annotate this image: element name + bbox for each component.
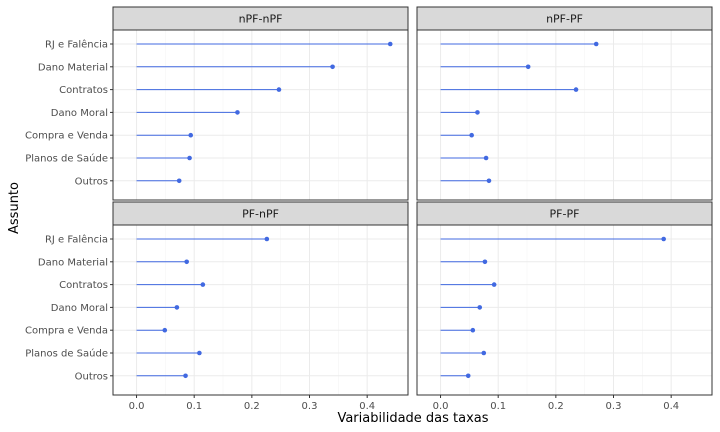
point-pf-pf [477,305,483,310]
strip-label-pf-npf: PF-nPF [242,208,279,221]
point-npf-npf [188,132,194,138]
x-tick-label: 0.4 [359,401,375,412]
strip-label-pf-pf: PF-PF [550,208,580,221]
point-npf-npf [176,178,182,184]
x-tick-label: 0.1 [490,401,506,412]
x-tick-label: 0.2 [244,401,260,412]
x-axis-title: Variabilidade das taxas [337,411,488,426]
point-pf-pf [482,259,488,265]
point-npf-pf [525,64,531,70]
point-npf-npf [276,87,282,92]
y-tick-label: Dano Material [38,257,108,268]
panel-bg-npf-npf [113,30,408,200]
point-pf-pf [491,282,497,287]
point-pf-npf [162,327,168,333]
y-tick-label: Compra e Venda [25,131,108,142]
y-tick-label: RJ e Falência [45,234,108,246]
strip-label-npf-pf: nPF-PF [546,13,583,26]
y-tick-label: RJ e Falência [45,39,108,51]
y-axis-title: Assunto [7,182,22,234]
point-npf-pf [483,155,489,161]
panel-border-pf-npf [112,224,409,396]
panel-border-pf-pf [416,224,713,396]
point-npf-pf [573,87,579,92]
panel-bg-npf-pf [417,30,712,200]
y-tick-label: Dano Material [38,62,108,73]
point-npf-pf [469,132,474,138]
panel-border-npf-pf [416,29,713,201]
y-tick-label: Planos de Saúde [25,348,108,360]
panel-bg-pf-npf [113,225,408,395]
x-tick-label: 0.0 [129,401,145,412]
strip-label-npf-npf: nPF-nPF [239,13,283,26]
point-npf-npf [387,41,393,47]
x-tick-label: 0.0 [433,401,449,412]
point-pf-npf [197,350,202,356]
point-pf-npf [264,236,270,242]
y-tick-label: Dano Moral [51,108,108,119]
x-tick-label: 0.4 [663,401,679,412]
point-pf-npf [183,373,188,379]
point-npf-pf [486,178,492,184]
point-npf-npf [235,110,240,115]
panel-border-npf-npf [112,29,409,201]
panel-bg-pf-pf [417,225,712,395]
point-pf-npf [200,282,206,287]
x-tick-label: 0.1 [186,401,202,412]
point-pf-pf [481,350,487,356]
point-pf-pf [661,236,666,242]
x-tick-label: 0.3 [302,401,318,412]
y-tick-label: Dano Moral [51,303,108,314]
point-pf-pf [465,373,471,379]
point-pf-npf [174,305,180,310]
point-pf-npf [184,259,189,265]
y-tick-label: Outros [75,371,108,382]
x-tick-label: 0.3 [606,401,622,412]
y-tick-label: Contratos [59,280,108,291]
y-tick-label: Contratos [59,85,108,96]
point-npf-pf [593,41,599,47]
x-tick-label: 0.2 [548,401,564,412]
point-npf-pf [475,110,480,115]
point-npf-npf [330,64,335,70]
y-tick-label: Planos de Saúde [25,153,108,165]
point-npf-npf [187,155,192,161]
point-pf-pf [470,327,476,333]
y-tick-label: Compra e Venda [25,326,108,337]
y-tick-label: Outros [75,176,108,187]
